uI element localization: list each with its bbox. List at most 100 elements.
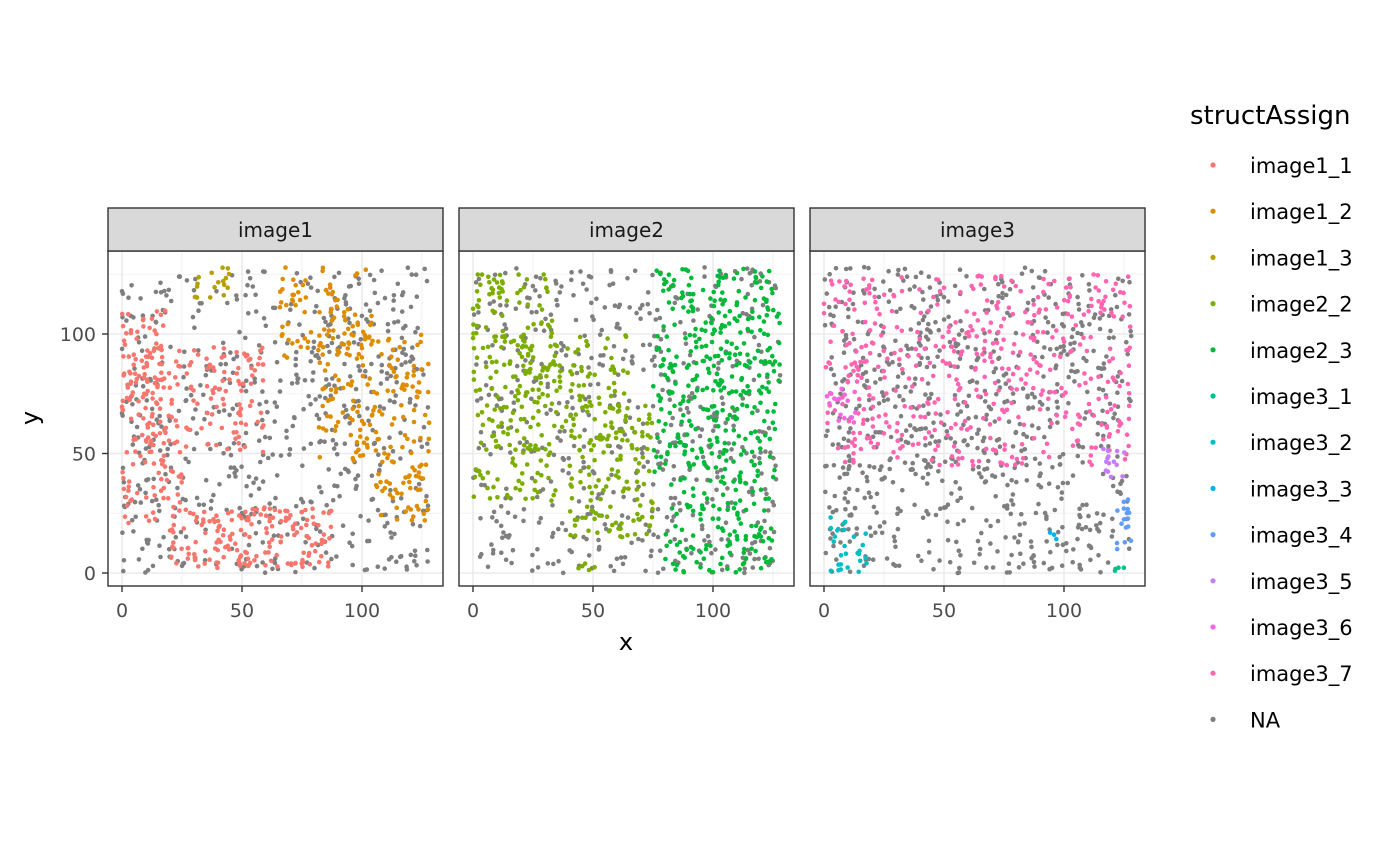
data-point-na bbox=[918, 270, 924, 276]
data-point-image3_7 bbox=[870, 416, 875, 422]
data-point-image1_1 bbox=[164, 477, 170, 483]
data-point-image1_3 bbox=[209, 270, 214, 276]
data-point-image3_6 bbox=[824, 394, 830, 399]
data-point-na bbox=[394, 380, 400, 385]
data-point-image2_3 bbox=[719, 358, 725, 363]
data-point-na bbox=[491, 509, 497, 515]
data-point-na bbox=[957, 486, 963, 491]
data-point-image1_2 bbox=[336, 377, 342, 383]
data-point-image1_1 bbox=[233, 436, 238, 442]
data-point-na bbox=[385, 328, 391, 334]
data-point-image3_7 bbox=[1108, 407, 1114, 412]
data-point-image2_3 bbox=[680, 290, 685, 295]
data-point-image3_7 bbox=[1061, 297, 1067, 303]
data-point-image3_7 bbox=[974, 334, 979, 339]
data-point-na bbox=[719, 567, 725, 573]
data-point-image3_7 bbox=[1041, 276, 1046, 282]
data-point-na bbox=[226, 474, 232, 479]
data-point-na bbox=[231, 356, 236, 362]
data-point-image3_5 bbox=[1105, 455, 1110, 461]
data-point-image3_7 bbox=[947, 361, 952, 366]
data-point-image3_7 bbox=[831, 323, 837, 329]
data-point-image2_3 bbox=[729, 374, 735, 379]
data-point-na bbox=[196, 308, 201, 314]
data-point-image2_2 bbox=[626, 486, 631, 492]
data-point-image1_1 bbox=[121, 371, 127, 376]
data-point-na bbox=[119, 346, 125, 352]
data-point-image3_7 bbox=[910, 384, 915, 389]
data-point-na bbox=[193, 407, 198, 412]
data-point-na bbox=[894, 309, 899, 315]
data-point-na bbox=[168, 441, 173, 447]
data-point-na bbox=[994, 391, 999, 397]
legend: structAssign image1_1image1_2image1_3ima… bbox=[1190, 101, 1353, 732]
data-point-na bbox=[551, 561, 556, 567]
data-point-na bbox=[658, 372, 664, 377]
data-point-na bbox=[329, 340, 335, 346]
data-point-image3_7 bbox=[846, 373, 851, 379]
data-point-na bbox=[253, 309, 259, 314]
data-point-image3_7 bbox=[953, 421, 958, 427]
data-point-na bbox=[388, 373, 394, 379]
data-point-na bbox=[1008, 511, 1014, 517]
data-point-image2_2 bbox=[530, 415, 536, 421]
data-point-na bbox=[847, 464, 852, 469]
data-point-na bbox=[655, 570, 661, 576]
data-point-image2_2 bbox=[613, 520, 619, 526]
data-point-na bbox=[566, 456, 571, 461]
data-point-na bbox=[372, 290, 378, 296]
data-point-image1_1 bbox=[175, 382, 180, 387]
data-point-na bbox=[476, 445, 482, 451]
data-point-na bbox=[895, 511, 900, 517]
data-point-na bbox=[969, 505, 975, 511]
data-point-na bbox=[925, 471, 931, 477]
data-point-na bbox=[752, 334, 757, 340]
data-point-na bbox=[881, 279, 886, 284]
data-point-image3_7 bbox=[969, 283, 974, 289]
data-point-image3_7 bbox=[1068, 284, 1073, 290]
data-point-na bbox=[196, 502, 202, 508]
data-point-image3_7 bbox=[946, 324, 952, 330]
data-point-image2_2 bbox=[540, 368, 545, 373]
data-point-na bbox=[952, 283, 958, 289]
data-point-na bbox=[202, 416, 207, 422]
data-point-na bbox=[602, 522, 608, 527]
data-point-na bbox=[499, 550, 504, 556]
data-point-image1_2 bbox=[333, 424, 339, 429]
data-point-image1_1 bbox=[246, 514, 251, 520]
data-point-na bbox=[136, 340, 142, 345]
data-point-image3_7 bbox=[917, 287, 922, 292]
data-point-na bbox=[498, 504, 504, 509]
data-point-na bbox=[723, 520, 729, 525]
data-point-image3_2 bbox=[836, 568, 841, 573]
data-point-na bbox=[1029, 268, 1035, 274]
data-point-image1_1 bbox=[238, 527, 244, 533]
data-point-image2_2 bbox=[513, 485, 518, 491]
data-point-na bbox=[725, 486, 730, 491]
data-point-image2_3 bbox=[743, 436, 748, 442]
legend-label: image3_6 bbox=[1250, 616, 1353, 641]
data-point-image2_2 bbox=[549, 318, 555, 324]
data-point-image2_3 bbox=[658, 396, 664, 401]
data-point-image1_1 bbox=[179, 480, 184, 485]
data-point-image2_2 bbox=[640, 429, 645, 435]
data-point-image3_7 bbox=[1031, 436, 1037, 441]
data-point-na bbox=[1006, 561, 1012, 566]
data-point-na bbox=[936, 439, 942, 444]
data-point-na bbox=[639, 446, 644, 452]
data-point-na bbox=[230, 370, 236, 376]
legend-label: image1_3 bbox=[1250, 246, 1353, 271]
data-point-image1_2 bbox=[359, 355, 365, 360]
data-point-image2_2 bbox=[584, 339, 589, 344]
data-point-na bbox=[533, 288, 538, 293]
data-point-na bbox=[645, 290, 651, 295]
data-point-image2_3 bbox=[674, 562, 680, 568]
data-point-image1_2 bbox=[388, 444, 393, 450]
data-point-image1_2 bbox=[369, 313, 374, 319]
data-point-na bbox=[670, 415, 675, 421]
data-point-na bbox=[342, 466, 348, 472]
data-point-image1_1 bbox=[236, 557, 241, 563]
data-point-na bbox=[966, 416, 971, 421]
data-point-image2_2 bbox=[488, 375, 493, 381]
data-point-image3_7 bbox=[845, 378, 850, 384]
